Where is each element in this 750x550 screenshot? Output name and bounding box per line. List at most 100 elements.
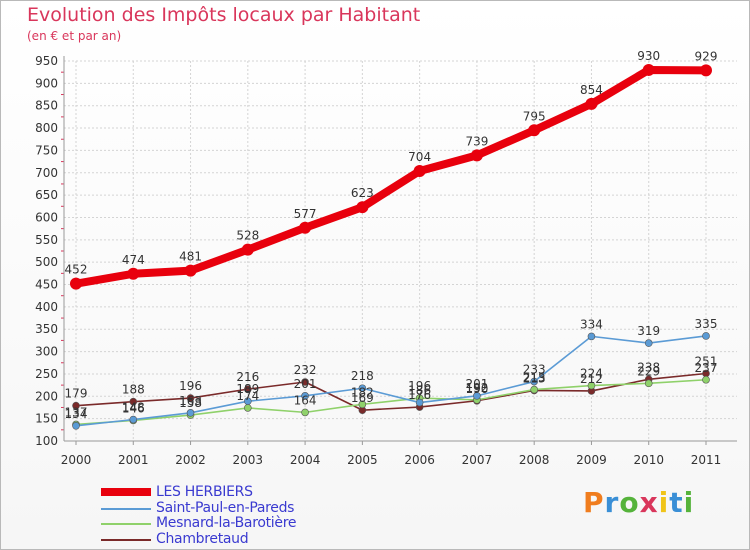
legend-label: LES HERBIERS	[156, 484, 253, 500]
data-label: 224	[580, 367, 603, 381]
data-point	[301, 392, 309, 400]
data-label: 179	[65, 387, 88, 401]
data-label: 192	[465, 381, 488, 395]
data-point	[244, 397, 252, 406]
data-label: 196	[408, 379, 431, 393]
data-point	[585, 97, 598, 110]
data-point	[587, 381, 596, 390]
data-label: 186	[408, 384, 431, 398]
data-label: 201	[294, 377, 317, 391]
y-tick-label: 650	[35, 188, 58, 202]
y-tick-label: 700	[35, 166, 58, 180]
y-tick-label: 350	[35, 322, 58, 336]
data-label: 929	[695, 49, 718, 63]
data-point	[415, 398, 424, 407]
logo-letter: r	[604, 486, 620, 519]
data-point	[700, 64, 712, 77]
series-line	[75, 335, 707, 427]
x-tick-label: 2011	[691, 453, 722, 467]
x-tick-label: 2006	[404, 453, 435, 467]
data-point	[702, 332, 710, 340]
legend-swatch	[101, 488, 151, 496]
legend-label: Saint-Paul-en-Pareds	[156, 499, 295, 516]
series-line	[75, 372, 707, 411]
data-point	[186, 409, 195, 417]
data-point	[72, 401, 80, 410]
data-label: 251	[695, 354, 718, 368]
logo-letter: x	[639, 486, 659, 519]
y-tick-label: 250	[35, 367, 58, 381]
y-tick-label: 100	[35, 434, 58, 448]
data-label: 930	[637, 49, 660, 63]
data-point	[301, 408, 309, 417]
data-label: 189	[236, 382, 259, 396]
data-label: 218	[351, 369, 374, 383]
data-point	[301, 378, 309, 386]
data-point	[358, 400, 367, 409]
data-point	[127, 267, 140, 280]
data-label: 190	[465, 382, 488, 396]
data-label: 188	[122, 383, 145, 397]
data-label: 146	[122, 401, 145, 415]
data-label: 213	[523, 371, 546, 385]
data-label: 704	[408, 150, 431, 164]
data-point	[299, 221, 312, 234]
x-tick-label: 2010	[633, 453, 664, 467]
y-tick-label: 600	[35, 210, 58, 224]
logo-letter: P	[583, 486, 605, 519]
data-label: 148	[122, 401, 145, 415]
data-label: 238	[637, 360, 660, 374]
x-tick-label: 2007	[462, 453, 493, 467]
logo-letter: o	[619, 486, 640, 519]
y-tick-label: 550	[35, 233, 58, 247]
data-label: 229	[637, 364, 660, 378]
data-point	[642, 63, 655, 76]
data-label: 452	[65, 263, 88, 277]
series-line	[75, 378, 707, 426]
data-label: 164	[294, 393, 317, 407]
y-tick-label: 150	[35, 412, 58, 426]
data-label: 174	[236, 389, 259, 403]
data-point	[530, 385, 538, 394]
data-label: 196	[179, 379, 202, 393]
data-label: 232	[294, 363, 317, 377]
proxiti-logo: Proxiti	[583, 486, 694, 519]
data-label: 158	[179, 396, 202, 410]
x-tick-label: 2005	[347, 453, 378, 467]
data-label: 795	[523, 109, 546, 123]
data-label: 233	[523, 363, 546, 377]
y-tick-label: 450	[35, 278, 58, 292]
data-label: 481	[179, 250, 202, 264]
x-tick-label: 2004	[290, 453, 321, 467]
data-point	[702, 375, 710, 384]
data-point	[72, 421, 80, 430]
data-label: 216	[236, 370, 259, 384]
data-label: 201	[465, 377, 488, 391]
data-label: 334	[580, 317, 603, 331]
data-point	[644, 339, 653, 347]
data-label: 577	[294, 207, 317, 221]
legend-swatch	[101, 523, 151, 525]
y-tick-label: 900	[35, 76, 58, 90]
y-tick-label: 300	[35, 345, 58, 359]
data-point	[70, 277, 82, 290]
data-label: 163	[179, 394, 202, 408]
data-point	[470, 149, 483, 162]
data-point	[530, 377, 538, 386]
y-tick-label: 750	[35, 143, 58, 157]
y-tick-label: 800	[35, 121, 58, 135]
data-label: 319	[637, 324, 660, 338]
series-line	[72, 65, 710, 288]
logo-letter: t	[669, 486, 684, 519]
data-label: 182	[351, 385, 374, 399]
data-point	[644, 379, 653, 388]
data-label: 137	[65, 405, 88, 419]
chart-subtitle: (en € et par an)	[27, 29, 122, 43]
data-label: 169	[351, 391, 374, 405]
data-point	[528, 124, 541, 137]
x-tick-label: 2009	[576, 453, 607, 467]
data-label: 176	[408, 388, 431, 402]
legend-label: Mesnard-la-Barotière	[156, 515, 297, 531]
